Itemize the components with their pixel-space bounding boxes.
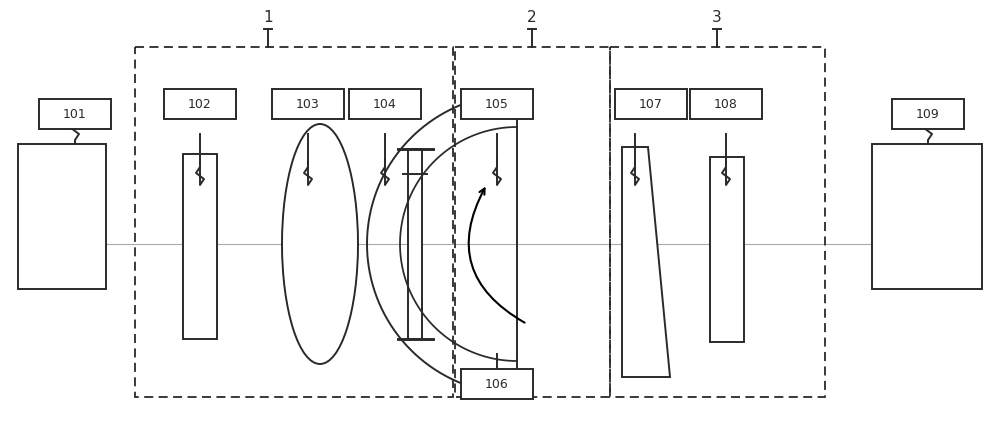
Text: 101: 101 [63,108,87,121]
Bar [183,155,217,339]
Bar [349,90,421,120]
Text: 108: 108 [714,98,738,111]
Text: 3: 3 [712,10,722,25]
Text: 103: 103 [296,98,320,111]
Bar [892,100,964,130]
Text: 105: 105 [485,98,509,111]
Bar [455,48,610,397]
Bar [39,100,111,130]
Bar [610,48,825,397]
Text: 107: 107 [639,98,663,111]
Bar [18,144,106,289]
Bar [135,48,453,397]
Bar [408,150,422,339]
Text: 109: 109 [916,108,940,121]
Bar [615,90,687,120]
Bar [872,144,982,289]
Bar [461,369,533,399]
Ellipse shape [282,125,358,364]
Text: 1: 1 [263,10,273,25]
Bar [710,158,744,342]
Text: 104: 104 [373,98,397,111]
Bar [164,90,236,120]
Bar [272,90,344,120]
Text: 2: 2 [527,10,537,25]
Bar [690,90,762,120]
Bar [461,90,533,120]
Text: 102: 102 [188,98,212,111]
Polygon shape [622,147,670,377]
Text: 106: 106 [485,378,509,390]
